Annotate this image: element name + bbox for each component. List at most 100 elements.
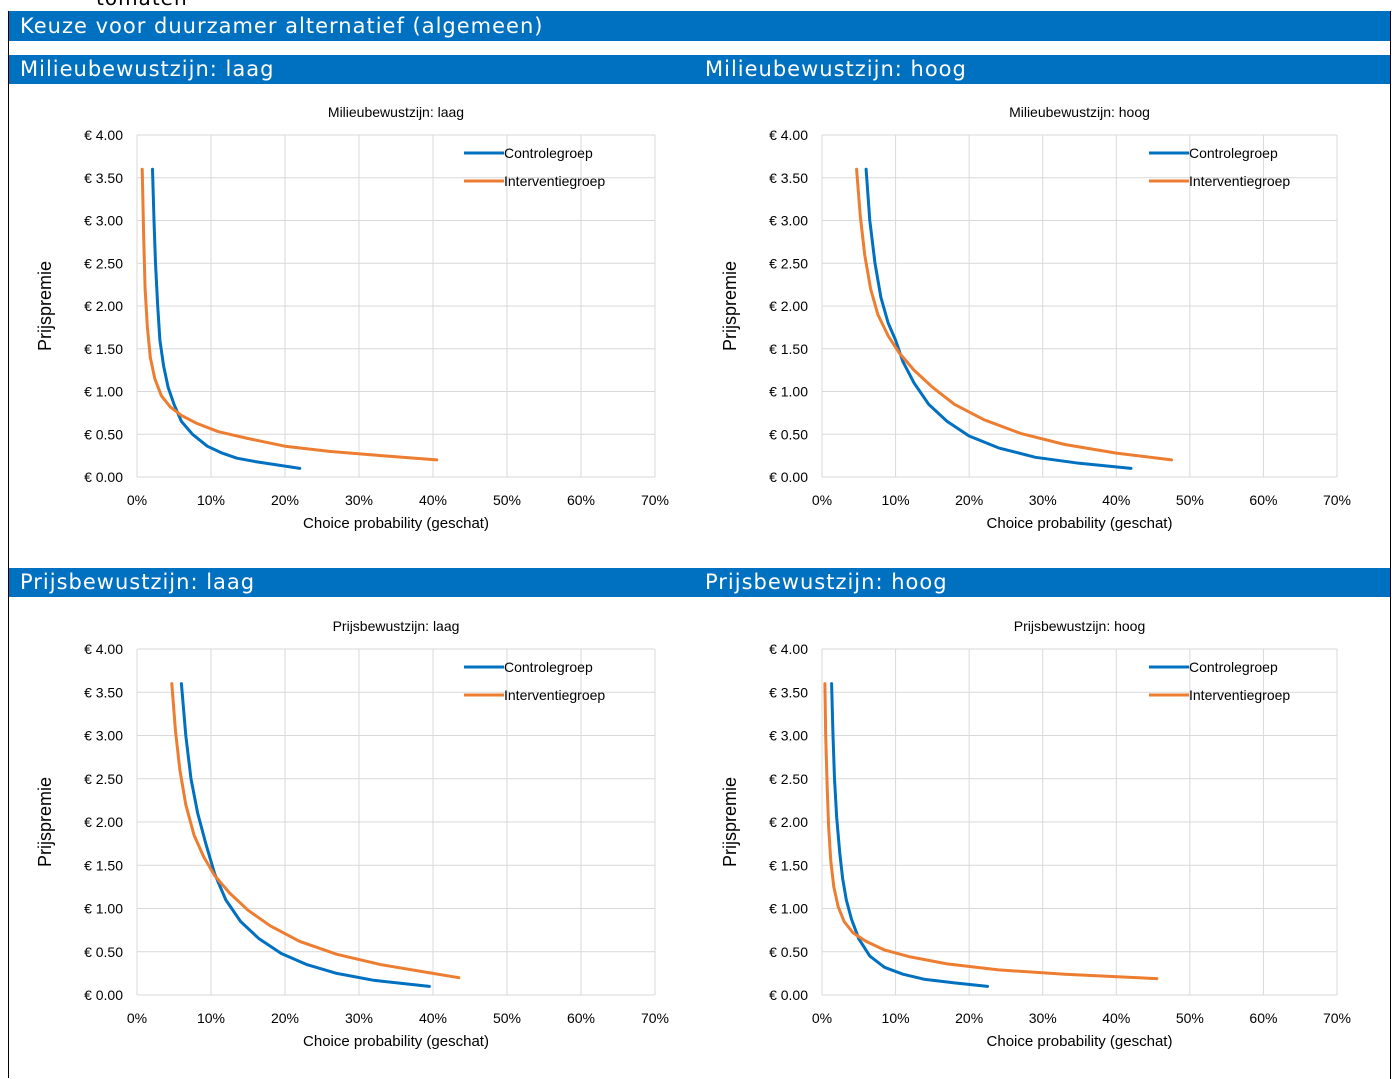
y-tick-label: € 1.50 xyxy=(769,857,808,873)
x-tick-label: 20% xyxy=(271,1010,299,1026)
y-tick-label: € 0.00 xyxy=(84,987,123,1003)
y-tick-label: € 2.50 xyxy=(769,771,808,787)
y-tick-label: € 2.50 xyxy=(84,771,123,787)
x-tick-label: 10% xyxy=(197,1010,225,1026)
y-tick-label: € 0.00 xyxy=(769,469,808,485)
y-tick-label: € 3.50 xyxy=(84,170,123,186)
y-tick-label: € 2.00 xyxy=(769,298,808,314)
y-tick-label: € 3.00 xyxy=(769,728,808,744)
series-line-controlegroep xyxy=(179,682,431,988)
y-tick-label: € 3.50 xyxy=(84,684,123,700)
y-tick-label: € 3.00 xyxy=(84,213,123,229)
y-tick-label: € 0.00 xyxy=(84,469,123,485)
x-tick-label: 40% xyxy=(1102,1010,1130,1026)
y-tick-label: € 2.50 xyxy=(769,255,808,271)
y-tick-label: € 3.50 xyxy=(769,684,808,700)
y-axis-label: Prijspremie xyxy=(35,261,55,351)
x-tick-label: 70% xyxy=(1323,1010,1351,1026)
x-tick-label: 0% xyxy=(127,1010,147,1026)
x-tick-label: 50% xyxy=(1176,492,1204,508)
y-tick-label: € 1.00 xyxy=(84,384,123,400)
chart-milieubewustzijn-laag: € 0.00 € 0.50 € 1.00 € 1.50 € 2.00 € 2.50 € 3.… xyxy=(35,104,669,532)
x-axis-label: Choice probability (geschat) xyxy=(303,515,489,532)
series-line-interventiegroep xyxy=(170,682,461,980)
legend-label-interventiegroep: Interventiegroep xyxy=(1189,687,1290,703)
x-tick-label: 0% xyxy=(127,492,147,508)
y-tick-label: € 2.00 xyxy=(84,298,123,314)
x-tick-label: 60% xyxy=(567,492,595,508)
chart-title: Prijsbewustzijn: hoog xyxy=(1014,618,1146,634)
chart-title: Milieubewustzijn: hoog xyxy=(1009,104,1150,120)
series-line-controlegroep xyxy=(830,682,989,988)
y-tick-label: € 0.50 xyxy=(769,944,808,960)
page-title: Keuze voor duurzamer alternatief (algeme… xyxy=(9,11,1390,41)
section-header-milieu-hoog: Milieubewustzijn: hoog xyxy=(694,55,1390,84)
x-tick-label: 70% xyxy=(1323,492,1351,508)
x-tick-label: 50% xyxy=(493,1010,521,1026)
y-tick-label: € 1.50 xyxy=(84,341,123,357)
y-tick-label: € 3.50 xyxy=(769,170,808,186)
chart-prijsbewustzijn-laag: € 0.00 € 0.50 € 1.00 € 1.50 € 2.00 € 2.50 € 3.… xyxy=(35,618,669,1050)
x-tick-label: 70% xyxy=(641,1010,669,1026)
chart-panel-prijs-hoog: € 0.00 € 0.50 € 1.00 € 1.50 € 2.00 € 2.50 € 3.… xyxy=(694,597,1390,1079)
y-tick-label: € 1.00 xyxy=(769,384,808,400)
x-tick-label: 10% xyxy=(882,1010,910,1026)
legend-label-controlegroep: Controlegroep xyxy=(504,659,593,675)
y-tick-label: € 2.00 xyxy=(84,814,123,830)
x-tick-label: 60% xyxy=(1249,1010,1277,1026)
series-line-interventiegroep xyxy=(140,167,439,462)
x-tick-label: 50% xyxy=(493,492,521,508)
y-tick-label: € 4.00 xyxy=(84,641,123,657)
y-tick-label: € 2.00 xyxy=(769,814,808,830)
y-tick-label: € 3.00 xyxy=(84,728,123,744)
y-tick-label: € 3.00 xyxy=(769,213,808,229)
chart-prijsbewustzijn-hoog: € 0.00 € 0.50 € 1.00 € 1.50 € 2.00 € 2.50 € 3.… xyxy=(720,618,1351,1050)
x-axis-label: Choice probability (geschat) xyxy=(303,1033,489,1050)
y-tick-label: € 4.00 xyxy=(769,641,808,657)
x-tick-label: 30% xyxy=(1029,1010,1057,1026)
legend-label-interventiegroep: Interventiegroep xyxy=(504,687,605,703)
x-tick-label: 10% xyxy=(882,492,910,508)
y-tick-label: € 1.00 xyxy=(84,901,123,917)
section-header-milieu-laag: Milieubewustzijn: laag xyxy=(9,55,694,84)
section-header-prijs-laag: Prijsbewustzijn: laag xyxy=(9,568,694,597)
legend-label-controlegroep: Controlegroep xyxy=(504,145,593,161)
y-tick-label: € 0.50 xyxy=(769,426,808,442)
x-tick-label: 20% xyxy=(955,1010,983,1026)
series-line-interventiegroep xyxy=(855,167,1173,462)
x-tick-label: 30% xyxy=(1029,492,1057,508)
x-tick-label: 70% xyxy=(641,492,669,508)
chart-title: Prijsbewustzijn: laag xyxy=(333,618,460,634)
y-tick-label: € 2.50 xyxy=(84,255,123,271)
chart-milieubewustzijn-hoog: € 0.00 € 0.50 € 1.00 € 1.50 € 2.00 € 2.50 € 3.… xyxy=(720,104,1351,532)
series-line-controlegroep xyxy=(151,167,302,470)
x-tick-label: 0% xyxy=(812,1010,832,1026)
y-axis-label: Prijspremie xyxy=(720,261,740,351)
y-tick-label: € 0.50 xyxy=(84,426,123,442)
y-tick-label: € 0.50 xyxy=(84,944,123,960)
chart-panel-milieu-hoog: € 0.00 € 0.50 € 1.00 € 1.50 € 2.00 € 2.50 € 3.… xyxy=(694,84,1390,568)
legend-label-controlegroep: Controlegroep xyxy=(1189,659,1278,675)
y-axis-label: Prijspremie xyxy=(720,777,740,867)
x-tick-label: 60% xyxy=(1249,492,1277,508)
y-tick-label: € 1.00 xyxy=(769,901,808,917)
x-tick-label: 40% xyxy=(1102,492,1130,508)
legend-label-controlegroep: Controlegroep xyxy=(1189,145,1278,161)
x-tick-label: 20% xyxy=(955,492,983,508)
x-tick-label: 10% xyxy=(197,492,225,508)
legend-label-interventiegroep: Interventiegroep xyxy=(504,173,605,189)
x-tick-label: 50% xyxy=(1176,1010,1204,1026)
y-tick-label: € 4.00 xyxy=(769,127,808,143)
x-tick-label: 40% xyxy=(419,492,447,508)
y-tick-label: € 1.50 xyxy=(84,857,123,873)
x-tick-label: 20% xyxy=(271,492,299,508)
x-tick-label: 0% xyxy=(812,492,832,508)
series-line-interventiegroep xyxy=(823,682,1159,981)
cut-off-text: tomaten xyxy=(96,0,188,10)
x-axis-label: Choice probability (geschat) xyxy=(987,1033,1173,1050)
y-tick-label: € 1.50 xyxy=(769,341,808,357)
x-tick-label: 30% xyxy=(345,492,373,508)
legend-label-interventiegroep: Interventiegroep xyxy=(1189,173,1290,189)
x-axis-label: Choice probability (geschat) xyxy=(987,515,1173,532)
y-axis-label: Prijspremie xyxy=(35,777,55,867)
